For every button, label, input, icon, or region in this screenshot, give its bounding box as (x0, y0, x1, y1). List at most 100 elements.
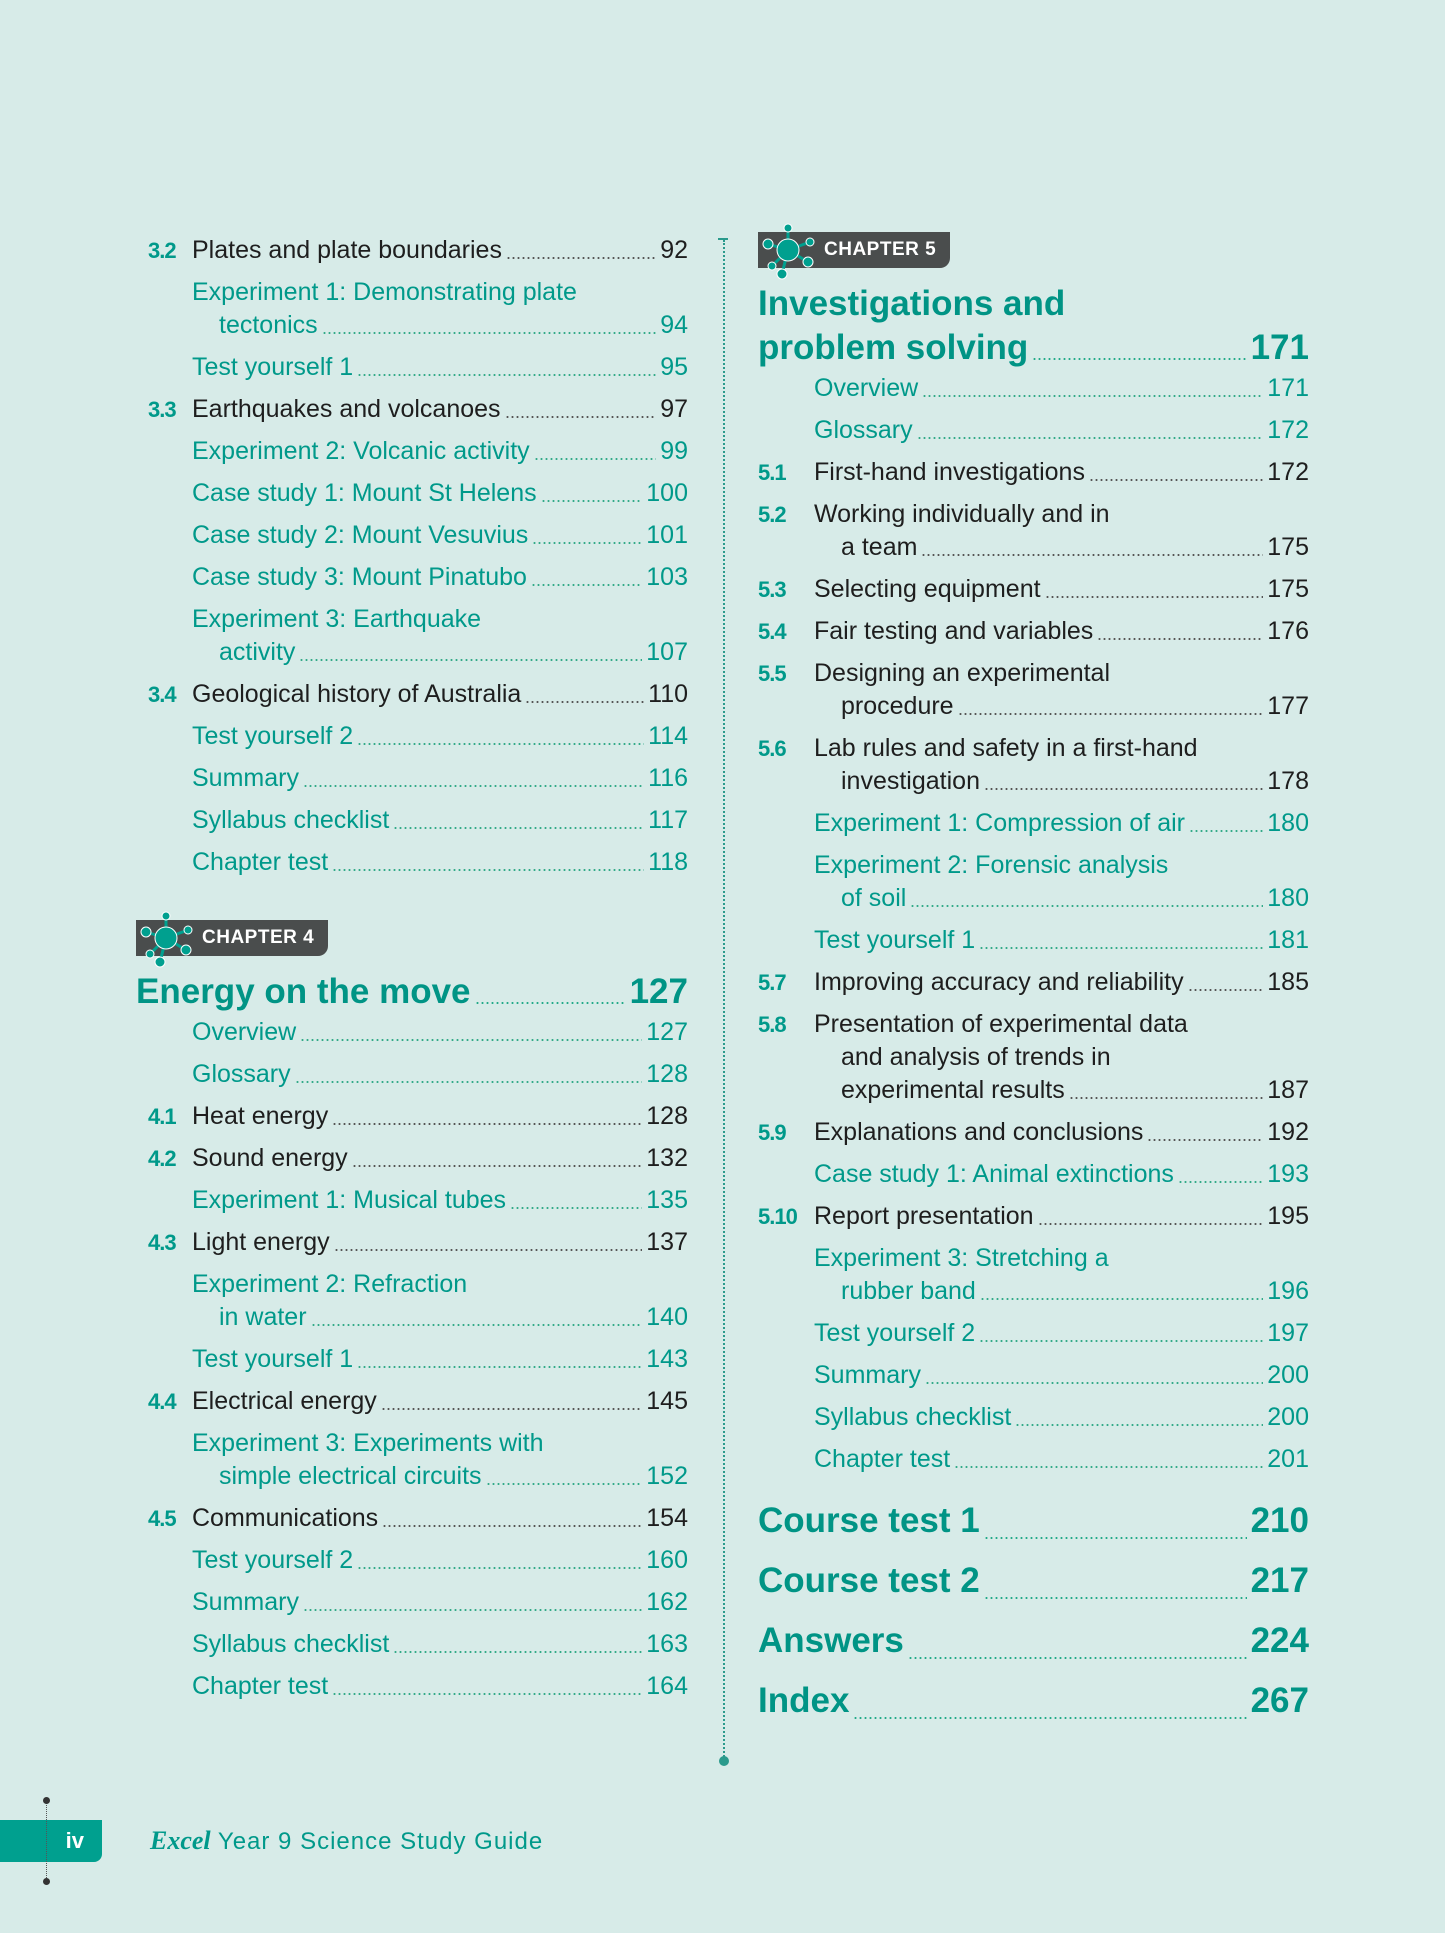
entry-body: Chapter test 118 (192, 846, 688, 879)
chapter-label: CHAPTER 5 (824, 239, 937, 260)
page-number: 185 (1267, 968, 1309, 996)
back-matter-item[interactable]: Index 267 (758, 1671, 1309, 1731)
chapter-entries: Overview 127 Glossary 128 4.1 Heat energy 128 4… (136, 1016, 688, 1712)
toc-entry[interactable]: 3.4 Geological history of Australia 110 (136, 678, 688, 720)
toc-entry[interactable]: 5.7 Improving accuracy and reliability 185 (758, 966, 1309, 1008)
toc-entry[interactable]: Test yourself 2 160 (136, 1544, 688, 1586)
page-number: 197 (1267, 1319, 1309, 1347)
toc-entry[interactable]: 4.3 Light energy 137 (136, 1226, 688, 1268)
dot-leader (299, 659, 643, 661)
back-matter-item[interactable]: Course test 1 210 (758, 1491, 1309, 1551)
entry-line: Summary 162 (192, 1586, 688, 1619)
toc-entry[interactable]: Experiment 1: Compression of air 180 (758, 807, 1309, 849)
toc-entry[interactable]: 5.3 Selecting equipment 175 (758, 573, 1309, 615)
dot-leader (485, 1483, 643, 1485)
entry-title: Summary (192, 764, 299, 792)
toc-entry[interactable]: 3.3 Earthquakes and volcanoes 97 (136, 393, 688, 435)
toc-entry[interactable]: 5.1 First-hand investigations 172 (758, 456, 1309, 498)
dot-leader (533, 458, 657, 460)
toc-entry[interactable]: Syllabus checklist 200 (758, 1401, 1309, 1443)
entry-line: Fair testing and variables 176 (814, 615, 1309, 648)
footer-dotted-marker (43, 1797, 50, 1885)
toc-entry[interactable]: Chapter test 164 (136, 1670, 688, 1712)
page-number: 160 (646, 1546, 688, 1574)
chapter-title[interactable]: Energy on the move 127 (136, 970, 688, 1014)
page-number: 181 (1267, 926, 1309, 954)
toc-entry[interactable]: Chapter test 118 (136, 846, 688, 888)
toc-entry[interactable]: Case study 2: Mount Vesuvius 101 (136, 519, 688, 561)
dot-leader (540, 500, 643, 502)
section-number: 4.5 (148, 1506, 177, 1531)
toc-entry[interactable]: 4.1 Heat energy 128 (136, 1100, 688, 1142)
chapter-badge: CHAPTER 4 (136, 911, 329, 968)
toc-entry[interactable]: 5.2 Working individually and in a team 175 (758, 498, 1309, 573)
toc-entry[interactable]: Overview 171 (758, 372, 1309, 414)
chapter-title[interactable]: Investigations and problem solving 171 (758, 282, 1309, 370)
toc-entry[interactable]: Summary 200 (758, 1359, 1309, 1401)
toc-entry[interactable]: Case study 3: Mount Pinatubo 103 (136, 561, 688, 603)
section-number: 5.10 (758, 1204, 798, 1229)
toc-entry[interactable]: 4.4 Electrical energy 145 (136, 1385, 688, 1427)
toc-entry[interactable]: 4.2 Sound energy 132 (136, 1142, 688, 1184)
dot-leader (1068, 1097, 1264, 1099)
back-matter-item[interactable]: Answers 224 (758, 1611, 1309, 1671)
toc-entry[interactable]: 3.2 Plates and plate boundaries 92 (136, 234, 688, 276)
back-matter-item[interactable]: Course test 2 217 (758, 1551, 1309, 1611)
toc-entry[interactable]: Experiment 1: Musical tubes 135 (136, 1184, 688, 1226)
entry-body: Syllabus checklist 117 (192, 804, 688, 837)
entry-line: Case study 1: Mount St Helens 100 (192, 477, 688, 510)
entry-line: Lab rules and safety in a first-hand (814, 732, 1309, 765)
toc-entry[interactable]: Experiment 2: Forensic analysis of soil 18… (758, 849, 1309, 924)
entry-title: Test yourself 1 (814, 926, 976, 954)
entry-body: Report presentation 195 (814, 1200, 1309, 1233)
toc-entry[interactable]: 5.10 Report presentation 195 (758, 1200, 1309, 1242)
toc-entry[interactable]: Experiment 3: Earthquake activity 107 (136, 603, 688, 678)
section-number: 5.9 (758, 1120, 787, 1145)
toc-entry[interactable]: 5.6 Lab rules and safety in a first-hand i… (758, 732, 1309, 807)
toc-entry[interactable]: Test yourself 1 95 (136, 351, 688, 393)
toc-entry[interactable]: 4.5 Communications 154 (136, 1502, 688, 1544)
toc-entry[interactable]: Test yourself 1 181 (758, 924, 1309, 966)
toc-entry[interactable]: Experiment 2: Refraction in water 140 (136, 1268, 688, 1343)
toc-entry[interactable]: Experiment 2: Volcanic activity 99 (136, 435, 688, 477)
entry-body: Lab rules and safety in a first-hand inve… (814, 732, 1309, 798)
page-number: 128 (646, 1060, 688, 1088)
toc-entry[interactable]: Case study 1: Mount St Helens 100 (136, 477, 688, 519)
entry-title: Summary (814, 1361, 921, 1389)
entry-title: Test yourself 2 (814, 1319, 976, 1347)
entry-body: Experiment 2: Forensic analysis of soil 18… (814, 849, 1309, 915)
toc-entry[interactable]: 5.5 Designing an experimental procedure 177 (758, 657, 1309, 732)
toc-entry[interactable]: 5.4 Fair testing and variables 176 (758, 615, 1309, 657)
toc-entry[interactable]: Syllabus checklist 163 (136, 1628, 688, 1670)
toc-entry[interactable]: Case study 1: Animal extinctions 193 (758, 1158, 1309, 1200)
entry-line: investigation 178 (814, 765, 1309, 798)
toc-entry[interactable]: Glossary 172 (758, 414, 1309, 456)
entry-title: Experiment 1: Compression of air (814, 809, 1185, 837)
toc-entry[interactable]: Summary 116 (136, 762, 688, 804)
toc-entry[interactable]: 5.8 Presentation of experimental data and … (758, 1008, 1309, 1116)
toc-entry[interactable]: Syllabus checklist 117 (136, 804, 688, 846)
dot-leader (302, 1609, 643, 1611)
dot-leader (924, 1382, 1264, 1384)
page-number: 137 (646, 1228, 688, 1256)
chapter-label: CHAPTER 4 (202, 927, 315, 948)
toc-entry[interactable]: Test yourself 1 143 (136, 1343, 688, 1385)
toc-entry[interactable]: Test yourself 2 197 (758, 1317, 1309, 1359)
entry-body: Glossary 128 (192, 1058, 688, 1091)
toc-entry[interactable]: Summary 162 (136, 1586, 688, 1628)
entry-line: Experiment 2: Forensic analysis (814, 849, 1309, 882)
back-matter-page: 217 (1250, 1561, 1309, 1600)
section-number: 4.3 (148, 1230, 177, 1255)
page-number: 200 (1267, 1361, 1309, 1389)
toc-entry[interactable]: Experiment 3: Experiments with simple ele… (136, 1427, 688, 1502)
toc-entry[interactable]: Test yourself 2 114 (136, 720, 688, 762)
toc-entry[interactable]: Overview 127 (136, 1016, 688, 1058)
toc-entry[interactable]: Experiment 3: Stretching a rubber band 196 (758, 1242, 1309, 1317)
toc-entry[interactable]: Chapter test 201 (758, 1443, 1309, 1485)
dot-leader (907, 1657, 1247, 1659)
toc-entry[interactable]: Experiment 1: Demonstrating plate tectoni… (136, 276, 688, 351)
page-number: 110 (648, 680, 688, 708)
entry-line: Heat energy 128 (192, 1100, 688, 1133)
toc-entry[interactable]: Glossary 128 (136, 1058, 688, 1100)
toc-entry[interactable]: 5.9 Explanations and conclusions 192 (758, 1116, 1309, 1158)
